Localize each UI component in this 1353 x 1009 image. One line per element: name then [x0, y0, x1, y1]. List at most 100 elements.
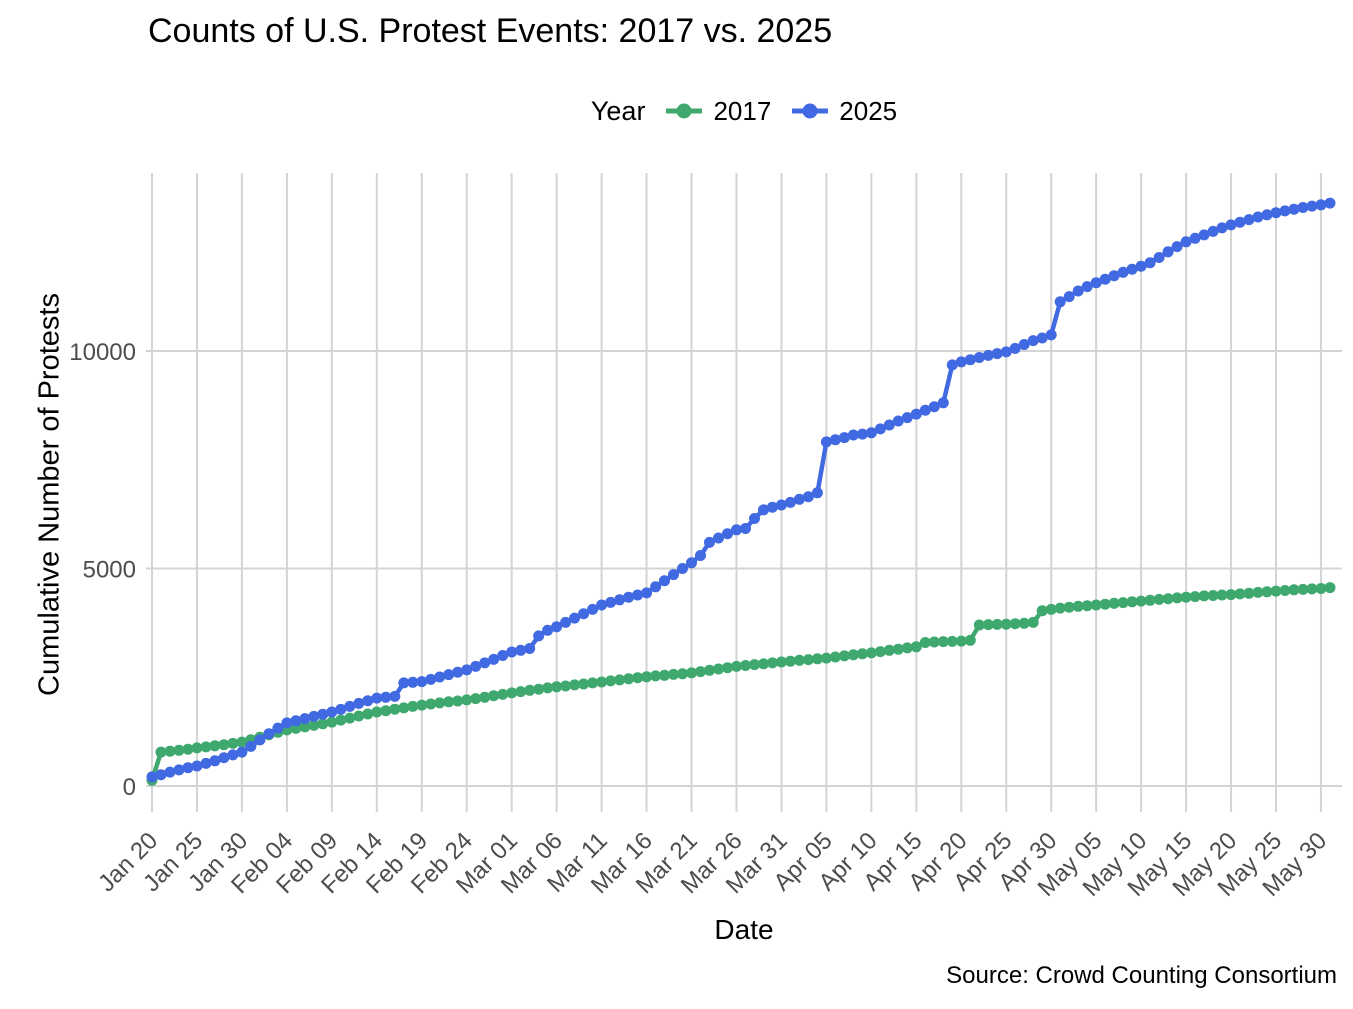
series-point-2025: [964, 354, 976, 366]
series-point-2017: [668, 668, 679, 680]
series-point-2025: [793, 493, 805, 505]
series-point-2017: [1117, 597, 1129, 609]
series-point-2017: [964, 634, 976, 646]
series-point-2025: [1324, 197, 1336, 209]
series-point-2017: [991, 618, 1003, 630]
series-point-2017: [829, 651, 841, 663]
series-point-2017: [182, 743, 194, 755]
series-point-2025: [605, 596, 617, 608]
legend: Year 2017 2025: [146, 94, 1342, 128]
series-point-2025: [1063, 291, 1075, 303]
series-point-2025: [820, 436, 832, 448]
series-point-2025: [470, 660, 482, 672]
series-point-2025: [1279, 205, 1291, 217]
series-point-2017: [1135, 595, 1147, 607]
series-point-2017: [524, 684, 536, 696]
series-point-2025: [524, 643, 536, 654]
series-point-2017: [227, 737, 239, 749]
series-point-2025: [722, 528, 733, 540]
series-point-2017: [1108, 597, 1120, 609]
series-point-2017: [784, 655, 796, 667]
series-point-2025: [1306, 200, 1318, 212]
series-point-2025: [704, 536, 715, 548]
series-point-2025: [443, 669, 455, 681]
series-point-2017: [1297, 583, 1309, 595]
series-point-2017: [973, 619, 985, 631]
y-tick-label: 5000: [83, 557, 136, 584]
series-point-2025: [1081, 281, 1093, 293]
series-point-2025: [1036, 332, 1048, 344]
series-point-2025: [209, 755, 221, 767]
series-point-2017: [353, 710, 365, 722]
series-point-2017: [937, 636, 949, 648]
series-point-2017: [713, 663, 724, 675]
series-point-2025: [686, 557, 697, 569]
series-point-2017: [506, 687, 518, 699]
series-point-2025: [695, 550, 706, 561]
series-point-2017: [425, 698, 437, 710]
legend-item-2025: 2025: [791, 96, 897, 127]
series-point-2017: [820, 652, 832, 664]
series-point-2025: [1216, 222, 1228, 234]
series-point-2025: [1072, 285, 1084, 297]
series-point-2025: [1189, 232, 1201, 244]
series-point-2025: [865, 427, 877, 439]
series-point-2025: [488, 653, 500, 665]
series-point-2017: [650, 670, 662, 682]
series-point-2017: [802, 654, 814, 666]
series-line-2017: [149, 585, 1331, 781]
series-point-2025: [596, 599, 608, 611]
series-point-2017: [1090, 599, 1102, 611]
series-point-2025: [838, 432, 850, 444]
series-point-2025: [389, 690, 401, 702]
series-point-2017: [623, 673, 635, 685]
series-point-2017: [344, 712, 356, 724]
series-point-2025: [623, 591, 635, 603]
series-point-2017: [335, 714, 347, 726]
series-point-2025: [1252, 211, 1264, 223]
series-point-2025: [775, 499, 787, 511]
series-point-2017: [1063, 601, 1075, 613]
series-point-2025: [892, 415, 904, 427]
series-point-2025: [758, 504, 769, 516]
series-point-2017: [596, 676, 608, 688]
series-point-2025: [614, 594, 626, 606]
series-point-2017: [461, 694, 473, 706]
series-point-2025: [1288, 203, 1300, 215]
series-point-2025: [973, 352, 985, 363]
series-point-2017: [758, 658, 769, 670]
series-point-2017: [470, 693, 482, 705]
series-point-2017: [749, 659, 760, 671]
series-point-2025: [200, 757, 212, 769]
series-point-2017: [731, 660, 742, 672]
series-point-2017: [874, 646, 886, 658]
series-point-2017: [838, 650, 850, 662]
series-point-2025: [731, 524, 742, 536]
series-point-2017: [200, 741, 212, 753]
series-point-2017: [919, 637, 931, 648]
series-point-2025: [335, 703, 347, 715]
series-point-2017: [1207, 590, 1219, 601]
series-point-2017: [1144, 594, 1156, 606]
y-axis-title: Cumulative Number of Protests: [33, 293, 66, 696]
series-point-2025: [164, 766, 176, 778]
legend-item-2017: 2017: [665, 96, 771, 127]
series-point-2025: [272, 722, 284, 734]
series-point-2017: [290, 722, 302, 734]
legend-label-2017: 2017: [713, 95, 772, 126]
series-point-2017: [236, 736, 248, 748]
series-point-2017: [407, 700, 419, 712]
series-point-2017: [955, 635, 967, 647]
series-point-2025: [191, 760, 203, 772]
series-point-2025: [326, 706, 338, 718]
series-point-2025: [299, 713, 311, 725]
series-point-2017: [883, 644, 895, 656]
series-point-2017: [775, 656, 787, 668]
series-point-2025: [749, 513, 760, 524]
series-point-2017: [1261, 586, 1273, 598]
series-point-2017: [632, 672, 644, 684]
series-point-2017: [1054, 602, 1066, 614]
series-point-2025: [1171, 241, 1183, 253]
series-point-2017: [1000, 618, 1012, 630]
series-point-2017: [209, 740, 221, 752]
